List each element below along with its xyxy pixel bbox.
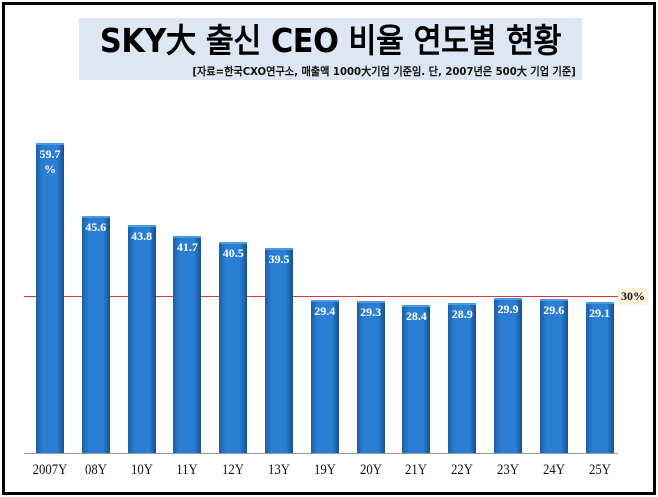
x-tick-label: 24Y — [542, 462, 565, 478]
x-tick-label: 25Y — [588, 462, 611, 478]
x-tick-label: 19Y — [313, 462, 336, 478]
title-box: SKY大 출신 CEO 비율 연도별 현황 [자료=한국CXO연구소, 매출액 … — [79, 18, 582, 80]
x-tick-label: 22Y — [451, 462, 474, 478]
x-tick-label: 12Y — [222, 462, 245, 478]
bar-value-label: 29.9 — [497, 301, 519, 316]
bar-25Y: 29.1 — [585, 301, 614, 453]
bar-08Y: 45.6 — [81, 215, 110, 453]
bar-value-label: 41.7 — [176, 240, 198, 255]
bar-value-label: 28.4 — [405, 309, 427, 324]
bar-value-label: 29.3 — [360, 304, 382, 319]
bar-value-label: 28.9 — [451, 306, 473, 321]
x-axis-baseline — [24, 453, 618, 454]
bar-value-label: 43.8 — [131, 229, 153, 244]
x-tick-label: 23Y — [497, 462, 519, 478]
bar-22Y: 28.9 — [448, 302, 477, 453]
bar-13Y: 39.5 — [265, 247, 293, 453]
bar-24Y: 29.6 — [539, 299, 568, 453]
bar-23Y: 29.9 — [494, 297, 522, 453]
reference-line-30 — [24, 296, 618, 297]
bar-12Y: 40.5 — [219, 242, 248, 453]
bar-21Y: 28.4 — [402, 305, 431, 453]
bar-value-label: 39.5 — [268, 251, 290, 266]
bar-value-label: 29.4 — [314, 304, 336, 319]
x-tick-label: 20Y — [359, 462, 382, 478]
x-tick-label: 13Y — [268, 462, 290, 478]
bar-11Y: 41.7 — [173, 236, 202, 453]
x-tick-label: 10Y — [130, 462, 153, 478]
bar-value-label: 29.6 — [543, 303, 565, 318]
reference-line-label: 30% — [618, 288, 648, 305]
x-tick-label: 21Y — [405, 462, 428, 478]
bar-20Y: 29.3 — [356, 300, 385, 453]
bar-value-label: 59.7% — [39, 146, 61, 176]
x-tick-label: 11Y — [176, 462, 199, 478]
bar-value-label: 29.1 — [589, 305, 611, 320]
bar-value-label: 40.5 — [222, 246, 244, 261]
bar-value-label: 45.6 — [85, 219, 107, 234]
bar-10Y: 43.8 — [127, 225, 156, 453]
x-tick-label: 08Y — [84, 462, 107, 478]
bar-2007Y: 59.7% — [36, 142, 64, 453]
bar-19Y: 29.4 — [310, 300, 339, 453]
chart-title: SKY大 출신 CEO 비율 연도별 현황 — [99, 21, 562, 60]
x-tick-label: 2007Y — [32, 462, 68, 478]
chart-subtitle: [자료=한국CXO연구소, 매출액 1000大기업 기준임. 단, 2007년은… — [192, 65, 576, 78]
